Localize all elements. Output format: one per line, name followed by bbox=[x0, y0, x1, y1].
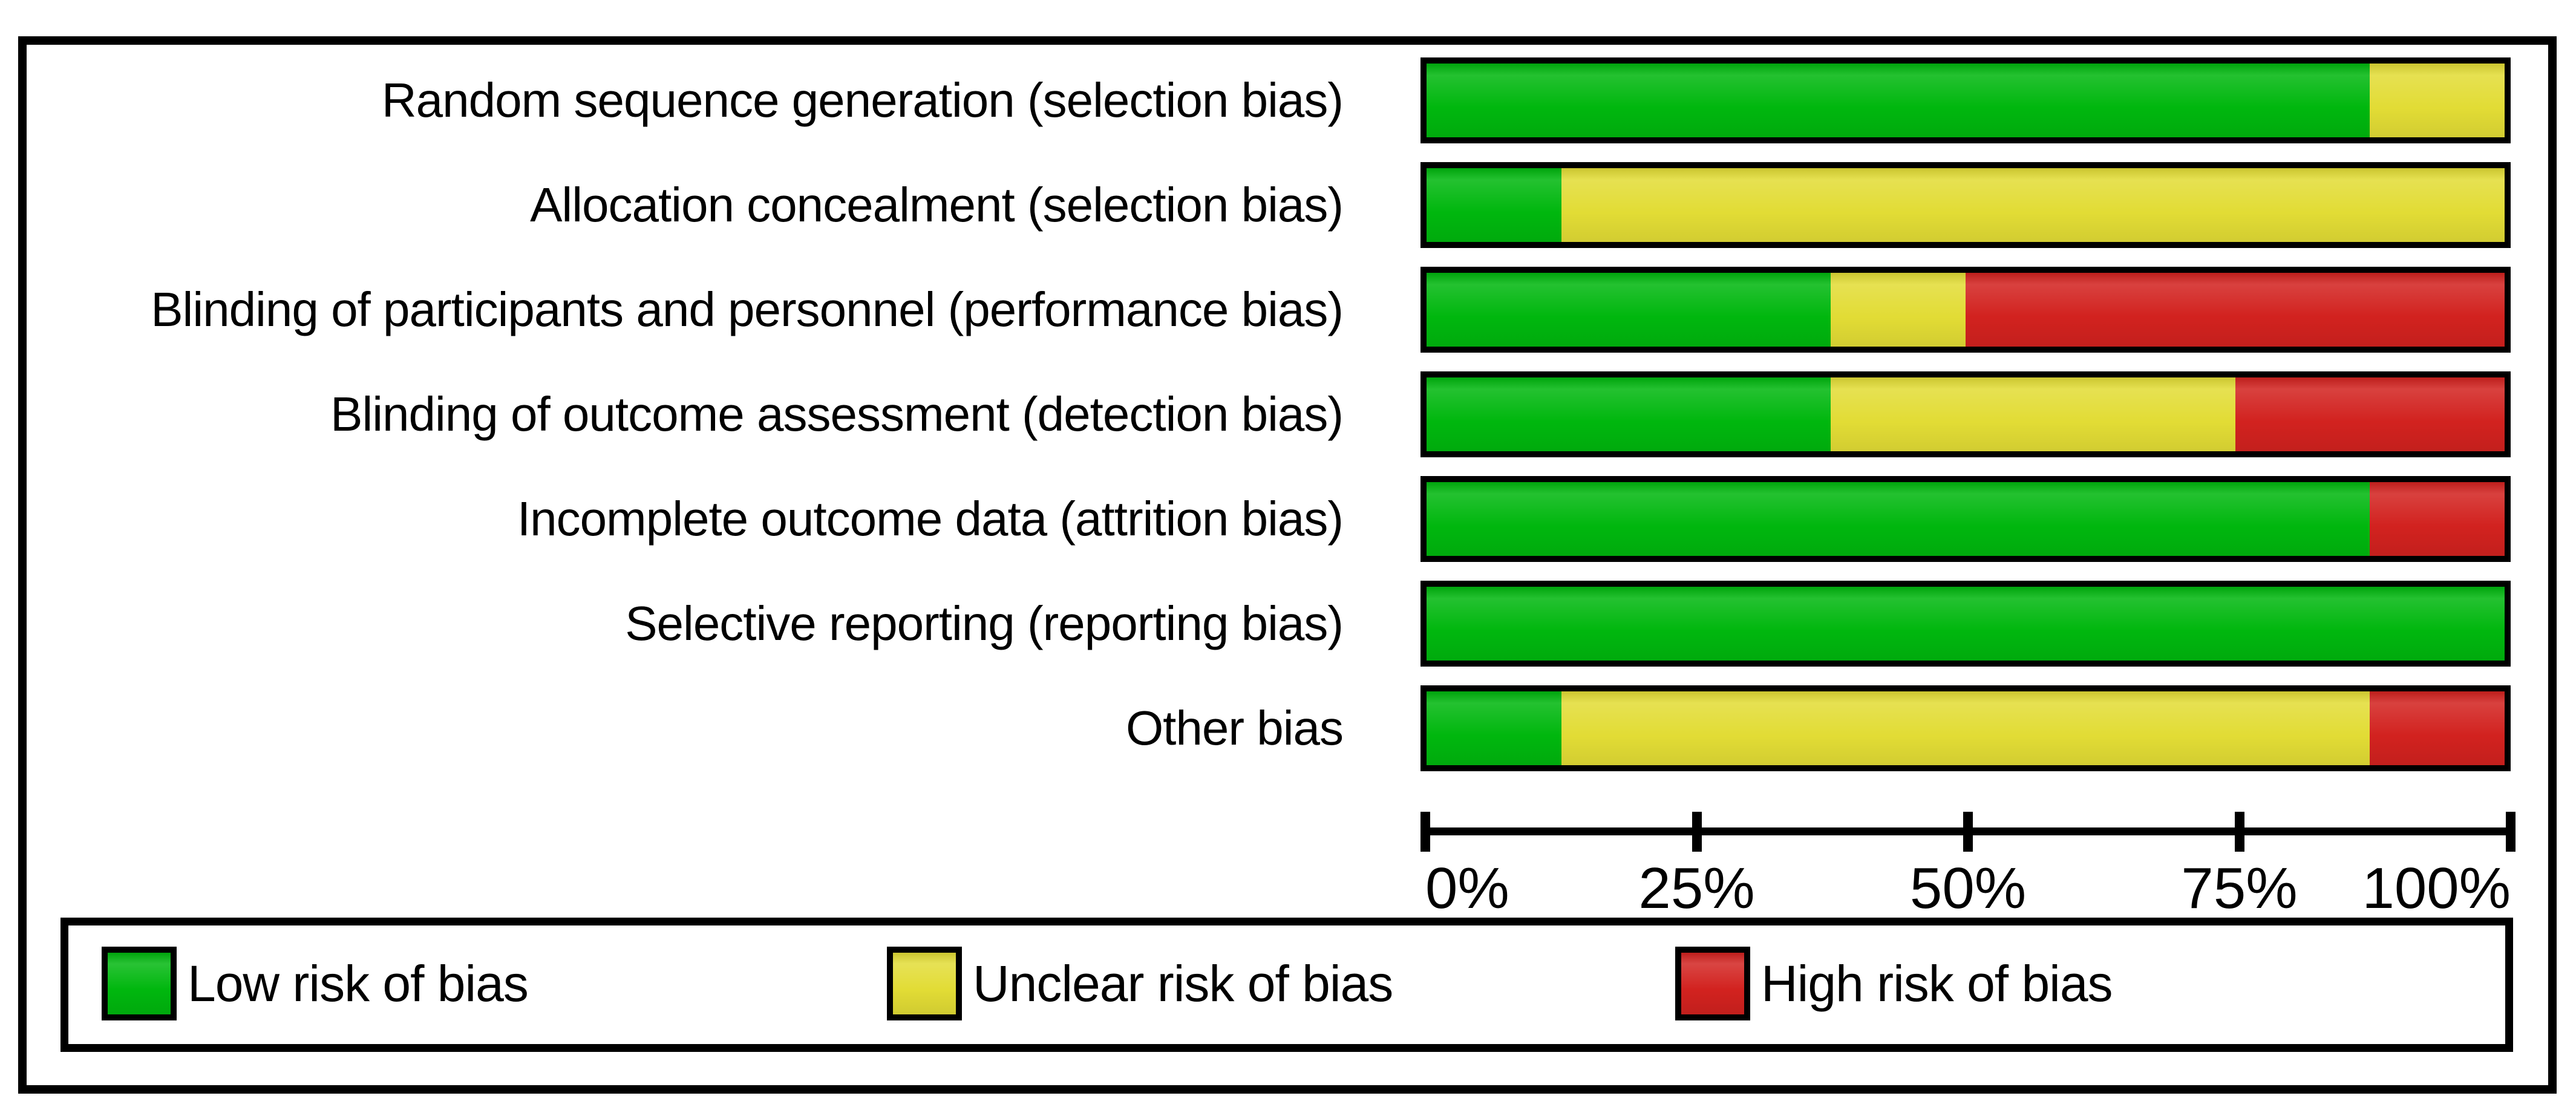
bar-segment-unclear bbox=[2370, 64, 2505, 137]
risk-bar bbox=[1420, 685, 2511, 771]
risk-bar bbox=[1420, 57, 2511, 143]
row-label: Allocation concealment (selection bias) bbox=[530, 178, 1344, 232]
axis-tick-label: 0% bbox=[1425, 856, 1509, 921]
legend-item: Unclear risk of bias bbox=[887, 947, 1393, 1020]
risk-bar bbox=[1420, 581, 2511, 667]
legend-swatch-high-risk bbox=[1675, 947, 1750, 1020]
legend-label: Low risk of bias bbox=[188, 955, 529, 1012]
bar-segment-unclear bbox=[1831, 377, 2235, 451]
row-label: Selective reporting (reporting bias) bbox=[625, 596, 1344, 650]
axis-tick-label: 75% bbox=[2181, 856, 2298, 921]
axis-tick bbox=[2234, 812, 2244, 852]
row-label: Other bias bbox=[1125, 701, 1344, 755]
axis-tick bbox=[2506, 812, 2516, 852]
axis-tick bbox=[1420, 812, 1430, 852]
bar-segment-unclear bbox=[1561, 691, 2370, 765]
legend-swatch-low-risk bbox=[102, 947, 177, 1020]
bar-segment-low bbox=[1427, 168, 1561, 242]
axis-tick-label: 100% bbox=[2362, 856, 2511, 921]
row-label: Random sequence generation (selection bi… bbox=[381, 73, 1344, 127]
bar-segment-high bbox=[2235, 377, 2505, 451]
legend-item: High risk of bias bbox=[1675, 947, 2113, 1020]
bar-segment-low bbox=[1427, 691, 1561, 765]
bar-segment-unclear bbox=[1831, 273, 1966, 347]
bar-segment-high bbox=[1966, 273, 2505, 347]
bar-segment-high bbox=[2370, 691, 2505, 765]
bar-segment-low bbox=[1427, 587, 2505, 661]
bar-segment-low bbox=[1427, 377, 1831, 451]
legend-label: Unclear risk of bias bbox=[973, 955, 1393, 1012]
risk-bar bbox=[1420, 162, 2511, 248]
bar-segment-high bbox=[2370, 482, 2505, 556]
risk-bar bbox=[1420, 371, 2511, 457]
row-label: Incomplete outcome data (attrition bias) bbox=[517, 492, 1344, 546]
row-label: Blinding of outcome assessment (detectio… bbox=[330, 387, 1344, 441]
risk-bar bbox=[1420, 476, 2511, 562]
bar-segment-low bbox=[1427, 482, 2370, 556]
row-label: Blinding of participants and personnel (… bbox=[151, 282, 1344, 336]
bar-segment-low bbox=[1427, 64, 2370, 137]
risk-bar bbox=[1420, 267, 2511, 353]
legend-box bbox=[60, 918, 2513, 1052]
axis-tick-label: 50% bbox=[1909, 856, 2027, 921]
legend-swatch-unclear-risk bbox=[887, 947, 962, 1020]
axis-tick bbox=[1963, 812, 1973, 852]
bar-segment-unclear bbox=[1561, 168, 2505, 242]
legend-item: Low risk of bias bbox=[102, 947, 529, 1020]
bar-segment-low bbox=[1427, 273, 1831, 347]
axis-tick bbox=[1692, 812, 1702, 852]
legend-label: High risk of bias bbox=[1761, 955, 2113, 1012]
axis-tick-label: 25% bbox=[1638, 856, 1755, 921]
